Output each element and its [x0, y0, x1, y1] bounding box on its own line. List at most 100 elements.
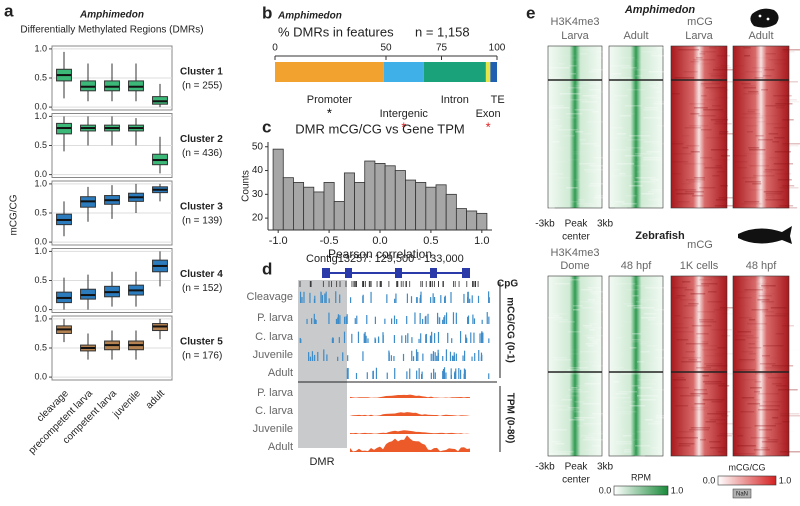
heatmap-texture [569, 419, 585, 421]
panel-label: e [526, 3, 535, 22]
heatmap-texture [711, 159, 730, 161]
heatmap-texture [758, 295, 772, 297]
heatmap-texture [704, 455, 724, 457]
heatmap-texture [714, 123, 732, 125]
panel-label: b [262, 3, 272, 22]
heatmap-texture [777, 443, 789, 445]
heatmap-texture [589, 291, 611, 293]
colorbar-title: mCG/CG [729, 462, 766, 472]
sponge-icon [766, 17, 770, 21]
heatmap-texture [741, 203, 762, 205]
y-tick-label: 1.0 [34, 313, 47, 323]
heatmap-texture [683, 305, 698, 307]
heatmap-texture [759, 363, 776, 365]
heatmap-texture [737, 361, 754, 363]
heatmap-texture [549, 405, 570, 407]
heatmap-texture [773, 95, 792, 97]
heatmap-texture [703, 207, 720, 209]
heatmap-texture [550, 127, 561, 129]
heatmap-texture [633, 335, 640, 337]
heatmap-texture [706, 365, 728, 367]
heatmap-texture [705, 417, 724, 419]
heatmap-texture [644, 437, 665, 439]
heatmap-texture [564, 349, 580, 351]
heatmap-texture [623, 369, 639, 371]
heatmap-texture [626, 89, 645, 91]
heatmap-texture [735, 335, 754, 337]
heatmap-texture [711, 81, 734, 83]
panel-label: c [262, 117, 271, 136]
heatmap-texture [583, 423, 602, 425]
heatmap-texture [702, 381, 722, 383]
heatmap-texture [551, 441, 561, 443]
heatmap-texture [619, 411, 637, 413]
heatmap-texture [591, 69, 608, 71]
heatmap-texture [779, 81, 798, 83]
bar-segment [383, 62, 424, 82]
heatmap-texture [700, 95, 707, 97]
heatmap-texture [742, 279, 759, 281]
heatmap-texture [707, 301, 723, 303]
significance-marker: * [401, 119, 406, 134]
heatmap-texture [743, 87, 756, 89]
heatmap-texture [771, 365, 794, 367]
column-label: 48 hpf [621, 260, 653, 272]
heatmap-texture [748, 281, 761, 283]
heatmap-texture [683, 71, 698, 73]
heatmap-texture [557, 149, 564, 151]
heatmap-texture [567, 369, 579, 371]
heatmap-texture [655, 129, 663, 131]
heatmap-texture [690, 427, 711, 429]
heatmap-texture [696, 57, 703, 59]
annotation: n = 1,158 [415, 24, 470, 39]
expression-track [350, 394, 470, 398]
column-label: 1K cells [680, 260, 719, 272]
heatmap-texture [645, 121, 657, 123]
heatmap-texture [622, 321, 633, 323]
heatmap-texture [768, 59, 786, 61]
heatmap-texture [553, 315, 560, 317]
heatmap-texture [676, 201, 690, 203]
heatmap-texture [766, 123, 780, 125]
heatmap-texture [592, 341, 599, 343]
heatmap-texture [671, 287, 687, 289]
heatmap-texture [782, 325, 794, 327]
track-label: Juvenile [253, 423, 293, 435]
heatmap [670, 45, 728, 209]
heatmap-texture [704, 383, 726, 385]
heatmap-texture [575, 385, 596, 387]
heatmap-texture [652, 293, 671, 295]
heatmap-texture [588, 379, 597, 381]
heatmap-texture [714, 97, 730, 99]
heatmap-texture [700, 99, 718, 101]
heatmap-texture [588, 71, 599, 73]
heatmap-texture [626, 289, 639, 291]
heatmap-texture [588, 455, 603, 457]
y-tick-label: 1.0 [34, 246, 47, 256]
heatmap-texture [714, 139, 728, 141]
heatmap-texture [649, 427, 662, 429]
heatmap-texture [652, 311, 662, 313]
heatmap-texture [682, 135, 690, 137]
heatmap-texture [648, 403, 669, 405]
heatmap-texture [569, 65, 577, 67]
heatmap-texture [632, 333, 642, 335]
heatmap-texture [573, 175, 586, 177]
heatmap-texture [642, 409, 650, 411]
heatmap-texture [623, 59, 639, 61]
heatmap-axis-label: 3kb [597, 462, 614, 473]
heatmap-texture [780, 413, 800, 415]
heatmap-texture [629, 277, 644, 279]
heatmap-texture [587, 337, 595, 339]
heatmap-texture [559, 93, 581, 95]
heatmap-texture [635, 445, 650, 447]
heatmap-texture [564, 363, 572, 365]
heatmap-texture [616, 433, 636, 435]
heatmap-texture [571, 387, 578, 389]
heatmap-texture [565, 117, 577, 119]
heatmap-texture [635, 153, 652, 155]
heatmap-texture [741, 83, 751, 85]
heatmap-texture [548, 137, 558, 139]
heatmap-texture [778, 99, 797, 101]
heatmap-texture [638, 331, 658, 333]
